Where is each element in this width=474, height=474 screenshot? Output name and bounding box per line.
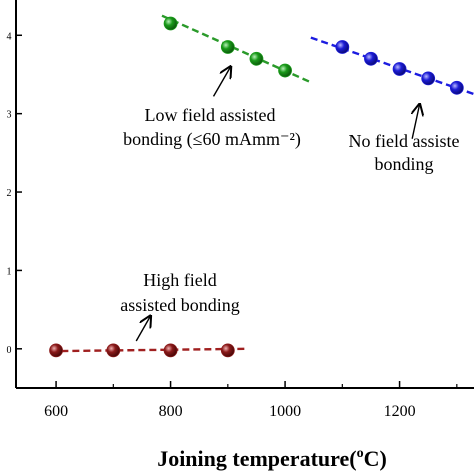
series-2-fit-line	[50, 347, 248, 353]
y-tick-label: 0	[7, 345, 12, 356]
series-0-point	[220, 40, 235, 54]
series-2-point	[163, 343, 178, 358]
annotation-0-line-1: bonding (≤60 mAmm⁻²)	[123, 129, 301, 150]
annotation-1-line-1: bonding	[374, 154, 433, 174]
x-tick-label: 1200	[384, 403, 416, 420]
plot-frame	[15, 0, 474, 389]
y-tick-label: 4	[7, 31, 12, 42]
x-ticks: 600 800 1000 1200	[44, 381, 458, 420]
series-1-point	[335, 40, 350, 54]
annotation-1-arrow	[412, 104, 419, 139]
series-1-point	[364, 51, 378, 66]
annotation-2-line-0: High field	[143, 270, 217, 290]
series-0-point	[163, 16, 178, 31]
series-2-point	[49, 343, 63, 358]
x-tick-label: 1000	[269, 403, 301, 420]
y-tick-label: 2	[7, 188, 12, 199]
annotation-0-arrow	[212, 67, 231, 97]
x-tick-label: 600	[44, 403, 68, 420]
annotation-2-line-1: assisted bonding	[120, 295, 240, 315]
y-tick-label: 3	[7, 110, 12, 121]
annotation-2-arrow	[135, 316, 150, 342]
series-0-point	[249, 51, 264, 66]
series-2-point	[106, 343, 121, 358]
series-0-point	[278, 63, 292, 78]
annotation-1-line-0: No field assiste	[349, 131, 460, 151]
annotation-0-line-0: Low field assisted	[145, 105, 276, 125]
annotations: Low field assisted bonding (≤60 mAmm⁻²) No…	[120, 67, 460, 342]
series-1-point	[421, 71, 436, 86]
series-1-fit-line	[310, 36, 474, 96]
series-2-point	[220, 343, 235, 358]
y-tick-label: 1	[7, 266, 12, 277]
series-1-point	[392, 62, 407, 76]
series-1-point	[449, 80, 464, 95]
x-tick-label: 800	[159, 403, 183, 420]
data-points	[49, 16, 464, 358]
y-ticks: 0 1 2 3 4	[7, 31, 22, 356]
fit-lines	[50, 14, 474, 353]
x-axis-label: Joining temperature(oC)	[157, 446, 387, 471]
